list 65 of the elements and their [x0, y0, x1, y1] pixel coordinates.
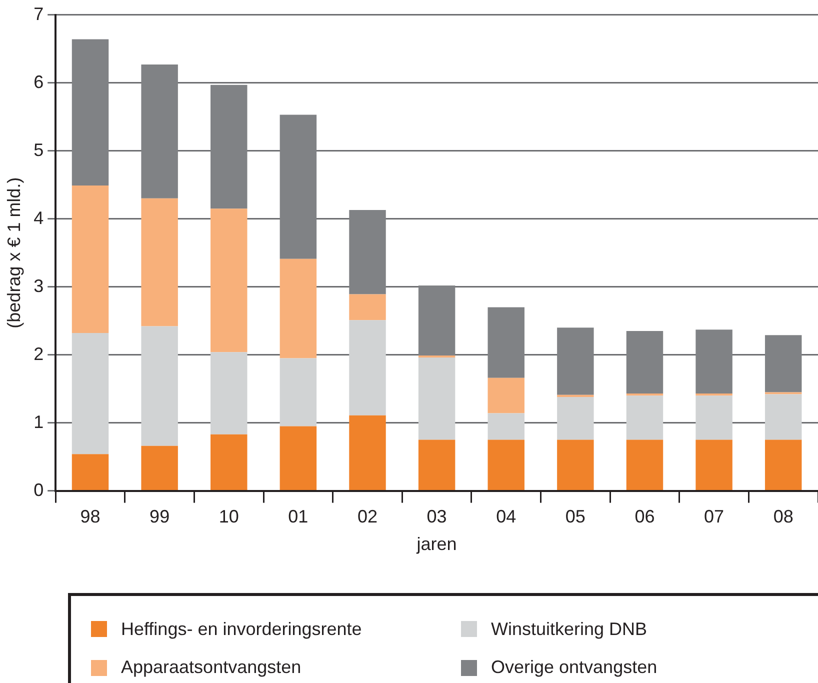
bar	[557, 440, 594, 490]
y-tick-label: 1	[34, 412, 44, 432]
x-tick-label: 98	[80, 506, 100, 527]
bar	[696, 440, 732, 490]
bar	[696, 330, 732, 394]
bar	[488, 440, 524, 490]
bar	[488, 413, 524, 440]
x-axis-title: jaren	[416, 534, 457, 554]
bar	[141, 446, 178, 490]
y-tick-label: 7	[34, 4, 44, 24]
x-tick-label: 03	[426, 506, 447, 527]
bar	[418, 355, 456, 358]
bar	[280, 358, 317, 426]
bar	[764, 335, 802, 392]
x-tick-label: 07	[704, 506, 724, 527]
bar	[626, 396, 664, 440]
bar	[349, 210, 386, 294]
bar	[626, 331, 664, 394]
bar	[349, 415, 386, 490]
x-tick-label: 99	[150, 506, 170, 527]
bar	[210, 352, 248, 434]
bar	[418, 358, 456, 440]
bar	[141, 326, 178, 446]
y-tick-label: 5	[34, 140, 44, 160]
bar	[72, 39, 109, 186]
x-tick-label: 10	[218, 506, 239, 527]
legend-label: Winstuitkering DNB	[491, 618, 648, 640]
y-tick-label: 3	[34, 276, 44, 296]
bar	[557, 396, 594, 440]
bar	[280, 114, 317, 259]
bar	[72, 333, 109, 454]
bar	[210, 208, 248, 352]
bar	[280, 426, 317, 490]
bar	[764, 394, 802, 440]
x-tick-label: 04	[496, 506, 516, 527]
legend-label: Heffings- en invorderingsrente	[121, 618, 362, 640]
bar	[349, 294, 386, 320]
legend-label: Overige ontvangsten	[491, 657, 658, 678]
bar	[349, 320, 386, 416]
bar	[557, 328, 594, 395]
bar	[488, 378, 524, 414]
legend-label: Apparaatsontvangsten	[121, 657, 302, 678]
bar	[72, 185, 109, 334]
x-tick-label: 02	[357, 506, 378, 527]
bar	[141, 198, 178, 326]
bar	[210, 434, 248, 490]
y-tick-label: 4	[34, 208, 44, 228]
x-tick-label: 05	[565, 506, 586, 527]
bar	[696, 396, 732, 440]
bar	[72, 454, 109, 490]
y-tick-label: 0	[34, 480, 44, 500]
x-tick-label: 01	[288, 506, 308, 527]
bar	[141, 64, 178, 198]
bar	[210, 84, 248, 209]
x-tick-label: 06	[634, 506, 655, 527]
bar	[280, 258, 317, 358]
bar	[418, 440, 456, 490]
y-tick-label: 2	[34, 344, 44, 364]
y-tick-label: 6	[34, 72, 44, 92]
y-axis-title: (bedrag x € 1 mld.)	[4, 177, 24, 328]
bar	[626, 440, 664, 490]
bar	[418, 285, 456, 356]
x-tick-label: 08	[773, 506, 794, 527]
bar	[488, 307, 524, 378]
bar	[764, 440, 802, 490]
